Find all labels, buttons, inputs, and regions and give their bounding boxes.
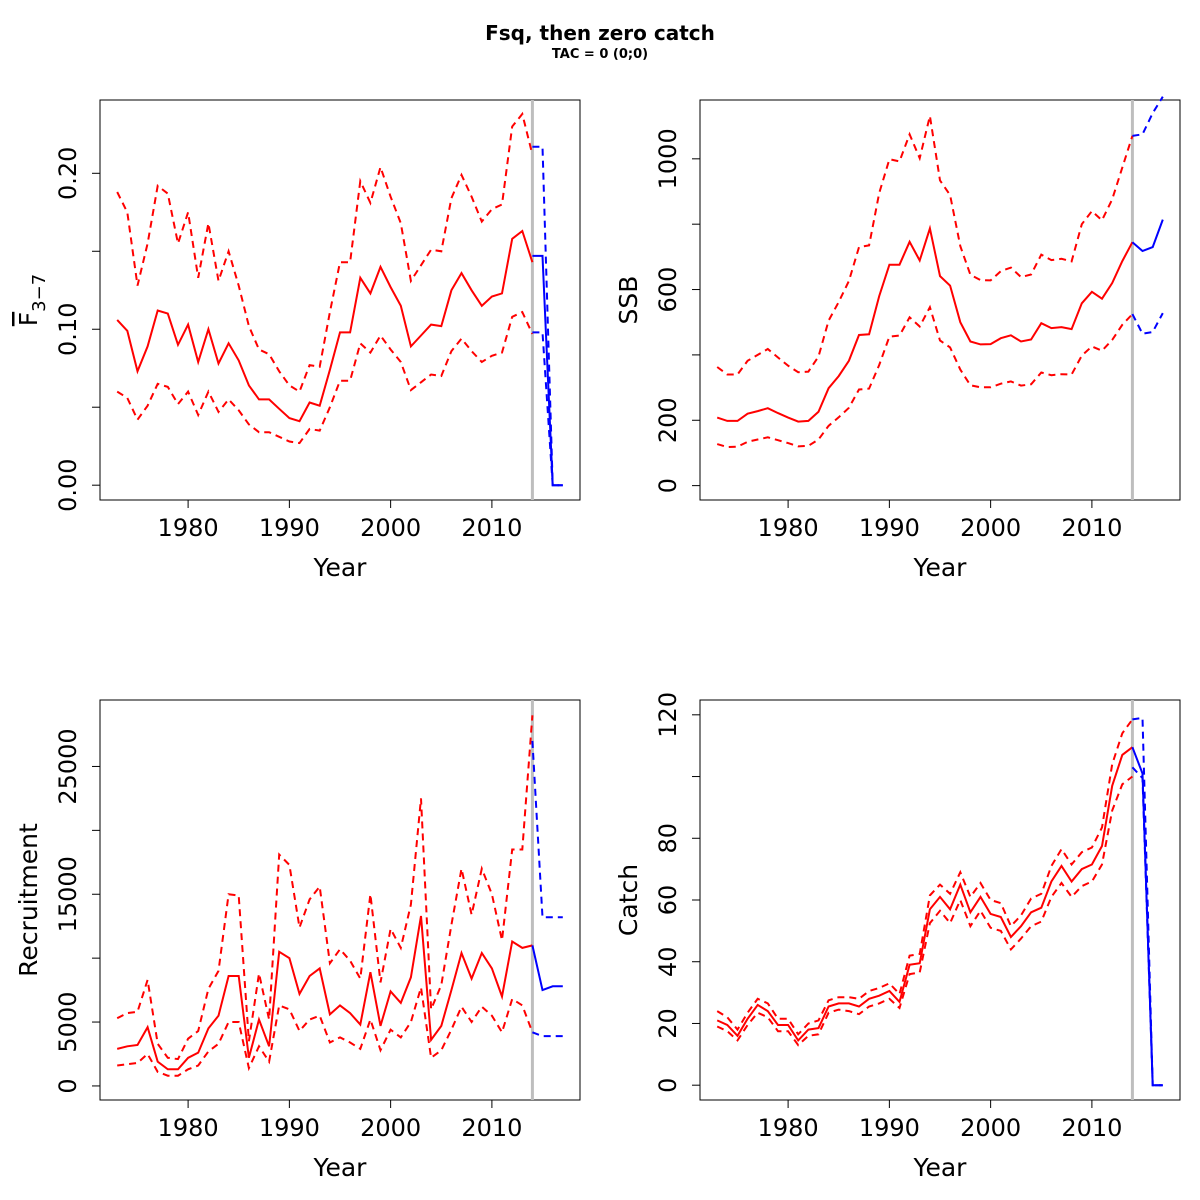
forecast-estimate [1131, 219, 1164, 253]
figure-subtitle: TAC = 0 (0;0) [551, 47, 649, 62]
x-tick-label: 1980 [158, 514, 219, 542]
forecast-estimate [532, 254, 563, 487]
y-axis-label: Catch [614, 864, 643, 936]
historic-upper-ci [716, 718, 1134, 1036]
historic-estimate [716, 224, 1134, 423]
y-tick-label: 0.20 [54, 147, 82, 200]
x-axis-label: Year [313, 553, 368, 582]
historic-lower-ci [716, 304, 1134, 449]
y-tick-label: 15000 [54, 856, 82, 932]
panel-f: 1980 1990 2000 2010 0.00 0.10 0.20 Year F3−7 [14, 99, 581, 582]
x-tick-label: 1990 [259, 514, 320, 542]
x-tick-label: 2000 [960, 1114, 1021, 1142]
panel-recruitment: 1980 1990 2000 2010 0 5000 15000 25000 Year Recru… [14, 699, 581, 1182]
forecast-lower-ci [1131, 312, 1164, 335]
y-tick-label: 0.10 [54, 303, 82, 356]
x-tick-label: 1980 [158, 1114, 219, 1142]
panel-catch: 1980 1990 2000 2010 0 20 40 60 80 120 Year Catch [614, 692, 1181, 1182]
historic-upper-ci [116, 111, 534, 394]
y-tick-label: 0 [654, 478, 682, 493]
plot-box [699, 99, 1181, 501]
historic-lower-ci [117, 987, 534, 1077]
x-tick-label: 1980 [758, 1114, 819, 1142]
y-tick-label: 0 [654, 1078, 682, 1093]
y-axis-label: SSB [614, 276, 643, 325]
y-tick-label: 5000 [54, 992, 82, 1053]
x-tick-label: 2000 [960, 514, 1021, 542]
x-tick-label: 2010 [461, 1114, 522, 1142]
y-tick-label: 600 [654, 267, 682, 313]
x-axis-label: Year [313, 1153, 368, 1182]
y-tick-label: 80 [654, 823, 682, 854]
forecast-lower-ci [532, 1031, 563, 1038]
historic-lower-ci [116, 310, 534, 445]
historic-upper-ci [716, 115, 1134, 376]
historic-lower-ci [716, 775, 1134, 1047]
y-tick-label: 60 [654, 885, 682, 916]
forecast-upper-ci [531, 740, 563, 919]
y-tick-label: 40 [654, 946, 682, 977]
panel-ssb: 1980 1990 2000 2010 0 200 600 1000 Year SSB [614, 96, 1181, 582]
historic-upper-ci [116, 715, 534, 1061]
forecast-estimate [1131, 746, 1163, 1087]
y-tick-label: 25000 [54, 728, 82, 804]
plot-box [99, 699, 581, 1101]
x-axis-label: Year [913, 553, 968, 582]
x-tick-label: 2000 [360, 1114, 421, 1142]
forecast-upper-ci [532, 145, 563, 487]
historic-estimate [116, 915, 533, 1071]
x-tick-label: 1980 [758, 514, 819, 542]
x-tick-label: 1990 [259, 1114, 320, 1142]
y-axis-label: Recruitment [14, 823, 43, 977]
y-tick-label: 120 [654, 692, 682, 738]
x-tick-label: 2010 [461, 514, 522, 542]
historic-estimate [716, 746, 1134, 1043]
x-tick-label: 1990 [859, 1114, 920, 1142]
x-tick-label: 2010 [1061, 514, 1122, 542]
y-tick-label: 0 [54, 1078, 82, 1093]
y-tick-label: 1000 [654, 128, 682, 189]
y-tick-label: 0.00 [54, 458, 82, 511]
x-axis-label: Year [913, 1153, 968, 1182]
x-tick-label: 1990 [859, 514, 920, 542]
y-axis-label: F3−7 [14, 274, 50, 326]
y-tick-label: 20 [654, 1008, 682, 1039]
forecast-estimate [531, 945, 563, 992]
historic-estimate [116, 229, 534, 423]
y-tick-label: 200 [654, 397, 682, 443]
x-tick-label: 2000 [360, 514, 421, 542]
forecast-upper-ci [1132, 96, 1164, 137]
figure-title: Fsq, then zero catch [485, 21, 715, 45]
plot-box [699, 699, 1181, 1101]
x-tick-label: 2010 [1061, 1114, 1122, 1142]
